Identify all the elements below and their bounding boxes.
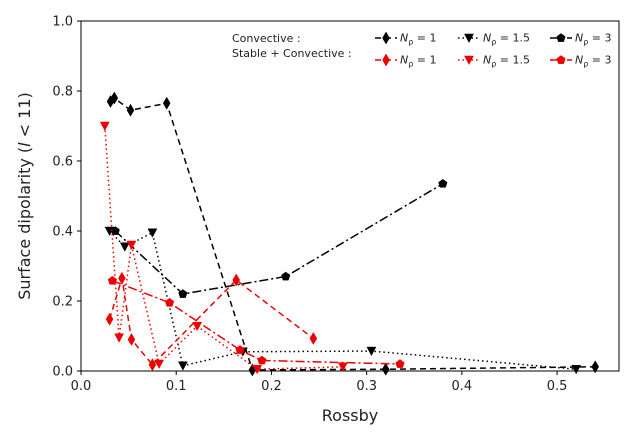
- data-point: [118, 271, 126, 285]
- data-point: [162, 96, 171, 110]
- x-tick-label: 0.5: [547, 379, 568, 394]
- data-point: [309, 331, 318, 345]
- legend-marker: [382, 31, 390, 45]
- legend-label: Nρ = 3: [575, 32, 612, 47]
- data-point: [178, 289, 188, 298]
- legend-marker: [464, 55, 474, 66]
- legend-marker: [556, 55, 566, 64]
- series-2: [110, 178, 448, 298]
- x-tick-label: 0.0: [71, 379, 92, 394]
- data-point: [281, 271, 291, 281]
- data-point: [107, 275, 117, 285]
- legend-label: Nρ = 3: [575, 54, 612, 69]
- data-point: [126, 103, 135, 117]
- legend-label: Nρ = 1.5: [483, 54, 530, 69]
- y-tick-label: 0.4: [52, 225, 73, 240]
- legend-entry: Nρ = 1.5: [458, 32, 530, 47]
- y-tick-label: 0.0: [52, 365, 73, 380]
- legend: Convective : Stable + Convective : Nρ = …: [232, 32, 612, 69]
- legend-entry: Nρ = 3: [550, 54, 612, 69]
- data-point: [110, 226, 120, 235]
- y-tick-label: 0.2: [52, 295, 73, 310]
- legend-group-stable-convective: Stable + Convective :: [232, 47, 352, 60]
- data-point: [164, 297, 175, 307]
- x-tick-label: 0.2: [261, 379, 282, 394]
- legend-entry: Nρ = 3: [550, 32, 612, 47]
- data-point: [127, 333, 136, 346]
- data-point: [438, 178, 448, 188]
- series-3: [105, 271, 318, 372]
- series-4: [99, 121, 348, 375]
- legend-label: Nρ = 1: [400, 32, 437, 47]
- data-point: [192, 321, 203, 332]
- data-point: [110, 91, 119, 105]
- series-line: [114, 183, 444, 295]
- x-tick-label: 0.3: [356, 379, 377, 394]
- data-point: [366, 346, 377, 357]
- legend-marker: [464, 33, 474, 44]
- series-line: [108, 278, 314, 366]
- data-point: [381, 362, 390, 376]
- x-tick-label: 0.1: [166, 379, 187, 394]
- data-point: [257, 355, 267, 365]
- data-point: [147, 228, 158, 238]
- axes-layer: 0.0 0.1 0.2 0.3 0.4 0.5 0.0 0.2 0.4 0.6 0.8 1.0: [52, 15, 567, 395]
- series-5: [107, 275, 405, 368]
- data-point: [99, 121, 110, 132]
- data-point: [235, 345, 245, 354]
- y-axis-label: Surface dipolarity (l < 11): [15, 92, 34, 300]
- x-tick-label: 0.4: [452, 379, 473, 394]
- data-point: [571, 365, 582, 375]
- data-point: [148, 358, 157, 372]
- data-point: [252, 365, 263, 375]
- series-line: [112, 280, 401, 365]
- legend-label: Nρ = 1.5: [483, 32, 530, 47]
- data-point: [232, 273, 241, 287]
- legend-label: Nρ = 1: [400, 54, 437, 69]
- plot-area: [80, 20, 620, 372]
- data-point: [154, 359, 164, 370]
- x-axis-label: Rossby: [322, 406, 378, 425]
- legend-marker: [382, 53, 390, 67]
- data-point: [395, 359, 405, 368]
- legend-entry: Nρ = 1: [375, 32, 437, 47]
- data-point: [591, 360, 599, 374]
- data-point: [177, 361, 188, 371]
- legend-group-convective: Convective :: [232, 32, 301, 45]
- legend-entry: Nρ = 1.5: [458, 54, 530, 69]
- series-layer: [99, 91, 599, 377]
- data-point: [119, 242, 130, 252]
- data-point: [114, 333, 125, 343]
- data-point: [105, 312, 114, 326]
- y-tick-label: 1.0: [52, 15, 73, 30]
- legend-marker: [556, 33, 566, 42]
- y-tick-label: 0.8: [52, 85, 73, 100]
- legend-entry: Nρ = 1: [375, 54, 437, 69]
- y-tick-label: 0.6: [52, 155, 73, 170]
- data-point: [126, 240, 137, 251]
